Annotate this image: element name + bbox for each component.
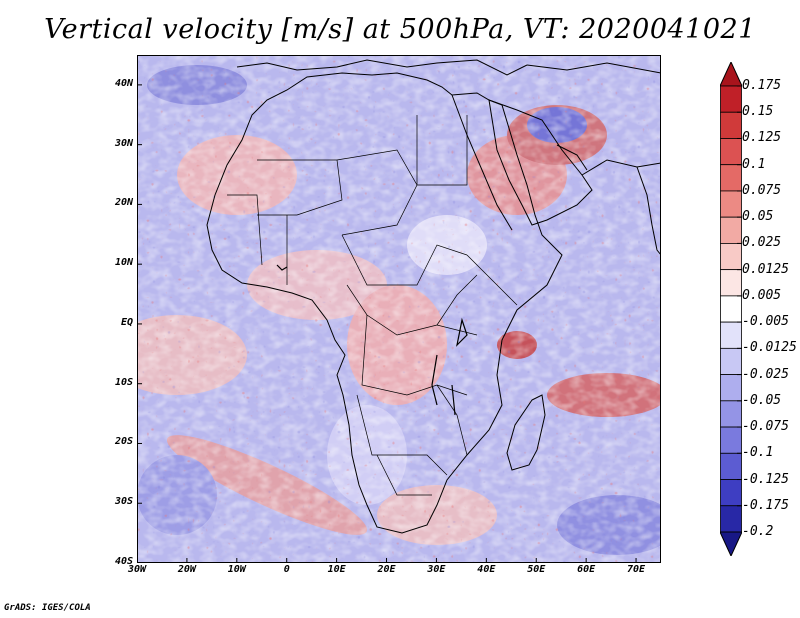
x-tick-label: 40E [477,564,496,575]
y-tick-label: 20S [114,436,133,448]
colorbar-segment [720,111,742,139]
colorbar-label: 0.1 [742,156,766,172]
colorbar-label: 0.125 [742,130,782,146]
colorbar-segment [720,452,742,480]
colorbar-min-arrow [720,531,742,556]
x-tick-label: 10W [227,564,246,575]
colorbar-segment [720,216,742,244]
colorbar-label: -0.005 [742,314,789,330]
plot-frame [137,55,661,563]
y-tick-label: EQ [120,316,133,328]
colorbar-segment [720,505,742,533]
x-tick-label: 30W [127,564,147,575]
y-tick-label: 20N [114,197,133,209]
y-tick-label: 40S [114,556,133,567]
coastlines [206,59,661,534]
country-borders [227,115,518,496]
colorbar-label: 0.075 [742,182,782,198]
colorbar-label: 0.005 [742,287,782,303]
colorbar-label: -0.1 [742,445,774,461]
colorbar-label: -0.2 [742,524,774,539]
colorbar-label: -0.0125 [742,340,797,356]
y-tick-label: 30N [114,137,133,149]
colorbar-max-arrow [720,62,742,87]
map-canvas [137,55,661,563]
colorbar-label: 0.15 [742,104,774,120]
colorbar-label: 0.0125 [742,261,789,277]
x-tick-label: 0 [283,564,290,575]
y-tick-label: 10N [114,257,133,269]
colorbar-segment [720,138,742,166]
colorbar-label: 0.05 [742,209,774,225]
map-plot [137,55,661,563]
x-tick-label: 20W [177,564,196,575]
y-tick-label: 30S [114,496,133,508]
x-tick-label: 70E [627,564,646,575]
colorbar-segment [720,426,742,454]
x-tick-label: 60E [577,564,596,575]
field-blue-speckle [137,55,661,563]
colorbar-segment [720,85,742,113]
tick-marks [137,84,637,563]
colorbar-segment [720,347,742,375]
colorbar-label: 0.025 [742,235,782,251]
map-title: Vertical velocity [m/s] at 500hPa, VT: 2… [44,14,756,45]
x-tick-label: 10E [327,564,346,575]
x-tick-label: 20E [377,564,396,575]
colorbar-segment [720,479,742,507]
colorbar [720,62,742,556]
y-tick-label: 40N [114,77,133,89]
x-tick-label: 50E [527,564,546,575]
colorbar-label: -0.075 [742,419,789,435]
colorbar-segment [720,243,742,271]
colorbar-segment [720,190,742,218]
colorbar-label: -0.175 [742,497,789,513]
colorbar-label: 0.175 [742,78,782,93]
colorbar-label: -0.125 [742,471,789,487]
colorbar-label: -0.05 [742,392,782,408]
y-tick-label: 10S [114,376,133,388]
lakes [276,264,468,416]
colorbar-label: -0.025 [742,366,789,382]
credit-text: GrADS: IGES/COLA [4,603,91,613]
x-tick-label: 30E [427,564,446,575]
colorbar-segment [720,164,742,192]
colorbar-segment [720,400,742,428]
colorbar-segment [720,321,742,349]
colorbar-segment [720,295,742,323]
colorbar-segment [720,374,742,402]
colorbar-segment [720,269,742,297]
